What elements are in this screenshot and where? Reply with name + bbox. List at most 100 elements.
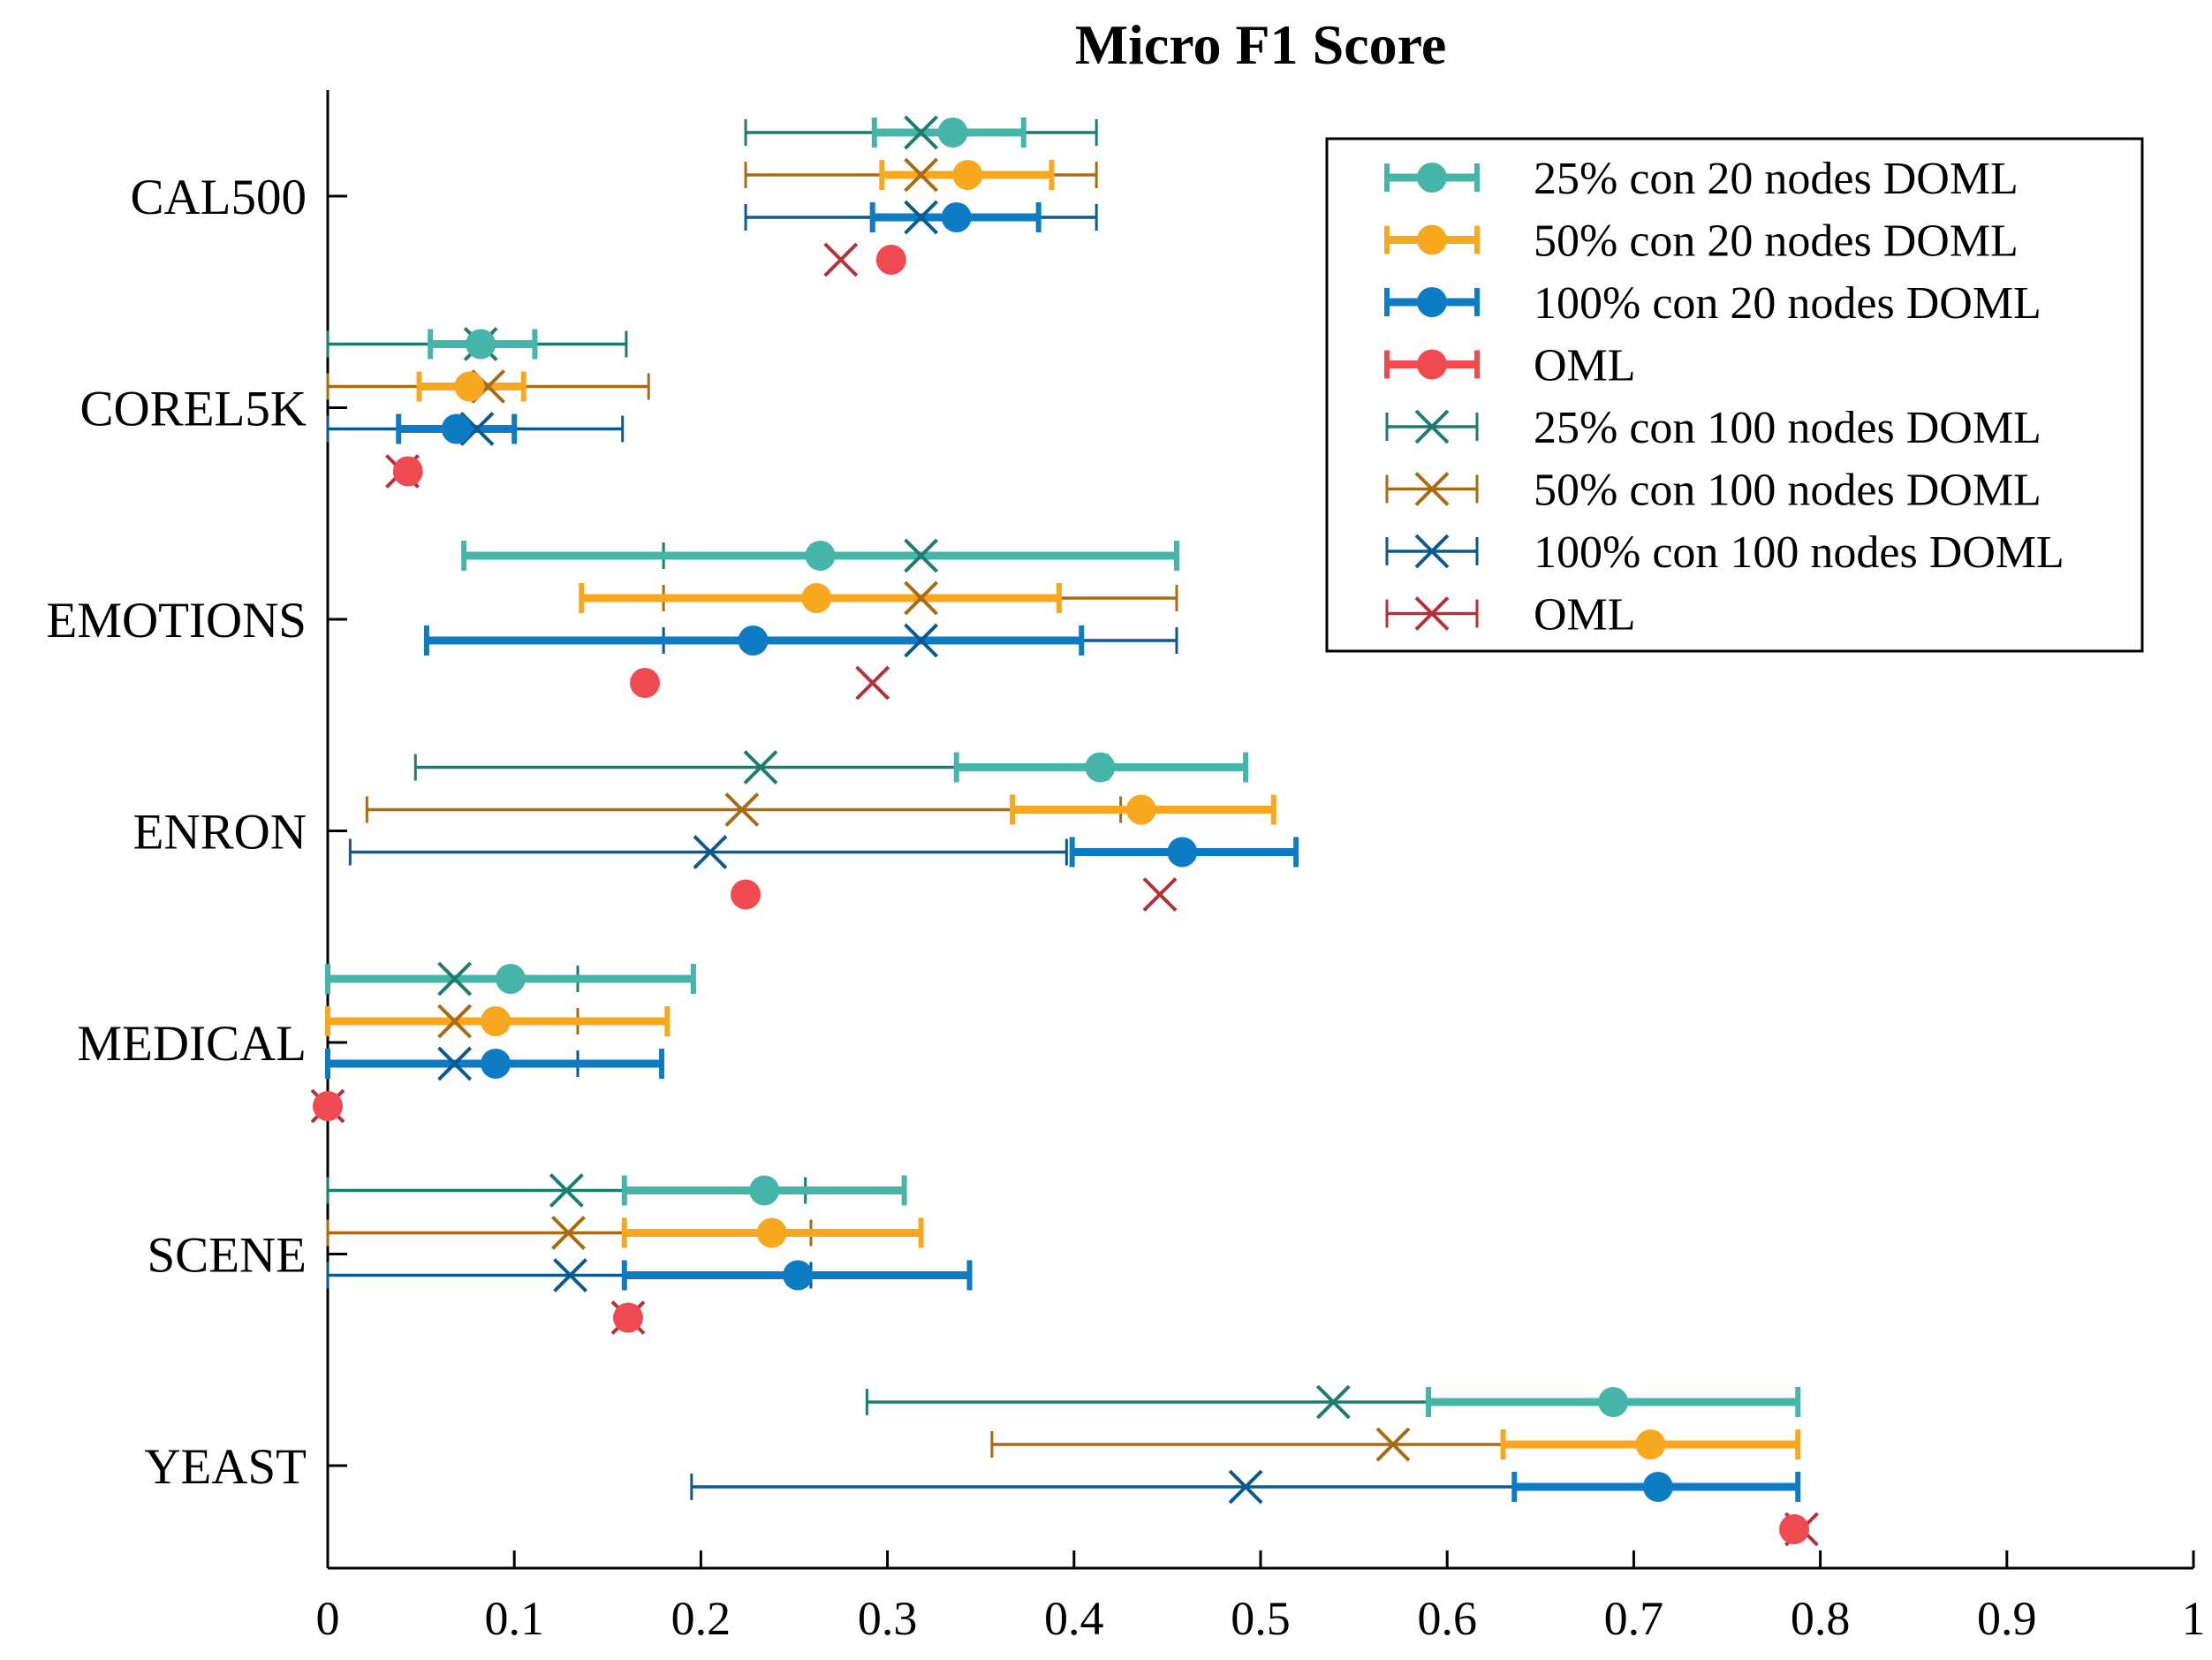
y-tick-label: CAL500 bbox=[131, 170, 307, 225]
x-marker-stroke bbox=[904, 157, 939, 193]
data-point-x bbox=[693, 835, 728, 869]
x-marker-stroke bbox=[904, 538, 939, 573]
data-point-x bbox=[437, 1004, 473, 1039]
x-marker-stroke bbox=[855, 665, 890, 701]
data-point-circle bbox=[1779, 1514, 1810, 1544]
x-tick-label: 0 bbox=[316, 1592, 340, 1645]
x-tick-label: 0.2 bbox=[671, 1592, 731, 1645]
legend-x-marker bbox=[1414, 409, 1450, 444]
x-marker-stroke bbox=[724, 792, 760, 827]
series-markers bbox=[441, 202, 1673, 1502]
data-point-circle bbox=[630, 668, 661, 698]
x-marker-stroke bbox=[437, 961, 473, 997]
data-point-circle bbox=[1085, 752, 1116, 783]
data-point-circle bbox=[937, 117, 968, 148]
y-tick-label: ENRON bbox=[133, 805, 307, 860]
legend-entry: 50% con 20 nodes DOML bbox=[1384, 216, 2019, 267]
x-marker-stroke bbox=[553, 1258, 587, 1292]
legend-circle-marker bbox=[1417, 349, 1447, 380]
x-tick-label: 0.3 bbox=[858, 1592, 918, 1645]
x-marker-stroke bbox=[693, 835, 728, 869]
y-tick-label: YEAST bbox=[144, 1439, 307, 1495]
x-marker-stroke bbox=[904, 623, 939, 658]
x-marker-stroke bbox=[904, 580, 939, 616]
legend-label: 50% con 100 nodes DOML bbox=[1534, 466, 2042, 516]
legend-entry: 100% con 20 nodes DOML bbox=[1384, 278, 2042, 329]
data-point-x bbox=[724, 792, 760, 827]
x-tick-label: 0.4 bbox=[1044, 1592, 1104, 1645]
data-point-circle bbox=[495, 964, 526, 994]
legend-entry: 100% con 100 nodes DOML bbox=[1385, 527, 2064, 578]
x-marker-stroke bbox=[549, 1173, 584, 1208]
x-marker-stroke bbox=[437, 1046, 473, 1081]
legend-box bbox=[1325, 137, 2144, 653]
series-markers bbox=[437, 200, 1263, 1505]
legend-label: 50% con 20 nodes DOML bbox=[1534, 216, 2019, 267]
legend: 25% con 20 nodes DOML 50% con 20 nodes DO… bbox=[1325, 137, 2144, 653]
data-point-x bbox=[549, 1173, 584, 1208]
x-marker-stroke bbox=[1414, 472, 1450, 506]
data-point-circle bbox=[313, 1091, 343, 1121]
data-point-x bbox=[904, 623, 939, 658]
legend-label: 25% con 20 nodes DOML bbox=[1534, 154, 2019, 204]
series-markers bbox=[437, 157, 1411, 1462]
data-point-circle bbox=[1125, 794, 1156, 825]
x-marker-stroke bbox=[743, 750, 778, 785]
x-marker-stroke bbox=[437, 1004, 473, 1039]
legend-label: 100% con 20 nodes DOML bbox=[1534, 278, 2042, 329]
data-point-circle bbox=[441, 413, 472, 444]
y-tick-label: EMOTIONS bbox=[47, 593, 307, 648]
data-point-circle bbox=[481, 1049, 511, 1079]
data-point-x bbox=[823, 242, 859, 277]
data-point-circle bbox=[801, 583, 832, 613]
legend-label: 25% con 100 nodes DOML bbox=[1534, 403, 2042, 453]
legend-entry: OML bbox=[1384, 341, 1636, 391]
x-tick-label: 0.6 bbox=[1417, 1592, 1477, 1645]
data-point-x bbox=[904, 115, 939, 150]
series-markers bbox=[454, 160, 1666, 1459]
legend-entry: OML bbox=[1385, 590, 1636, 641]
data-point-circle bbox=[941, 202, 972, 232]
data-point-x bbox=[743, 750, 778, 785]
x-marker-stroke bbox=[1375, 1427, 1411, 1462]
x-marker-stroke bbox=[904, 200, 939, 235]
data-point-circle bbox=[805, 541, 836, 571]
data-point-x bbox=[904, 580, 939, 616]
legend-entry: 50% con 100 nodes DOML bbox=[1385, 466, 2042, 516]
data-point-x bbox=[551, 1216, 586, 1250]
data-point-circle bbox=[454, 371, 485, 402]
data-point-x bbox=[904, 538, 939, 573]
x-tick-label: 0.7 bbox=[1604, 1592, 1664, 1645]
y-tick-label: SCENE bbox=[147, 1228, 307, 1284]
data-point-circle bbox=[731, 879, 761, 910]
legend-x-marker bbox=[1414, 534, 1450, 569]
legend-label: OML bbox=[1534, 590, 1636, 641]
x-marker-stroke bbox=[551, 1216, 586, 1250]
data-point-circle bbox=[1642, 1472, 1673, 1502]
data-point-circle bbox=[466, 329, 496, 360]
data-point-circle bbox=[749, 1175, 780, 1206]
x-marker-stroke bbox=[1228, 1469, 1263, 1505]
data-point-x bbox=[437, 961, 473, 997]
x-marker-stroke bbox=[1414, 409, 1450, 444]
chart-title: Micro F1 Score bbox=[1075, 13, 1447, 76]
x-tick-label: 0.8 bbox=[1791, 1592, 1851, 1645]
x-marker-stroke bbox=[1315, 1384, 1351, 1420]
data-point-x bbox=[1228, 1469, 1263, 1505]
legend-x-marker bbox=[1414, 596, 1450, 631]
data-point-circle bbox=[783, 1260, 814, 1291]
x-marker-stroke bbox=[904, 115, 939, 150]
x-marker-stroke bbox=[823, 242, 859, 277]
data-point-x bbox=[437, 1046, 473, 1081]
x-tick-label: 1 bbox=[2182, 1592, 2206, 1645]
legend-circle-marker bbox=[1417, 224, 1447, 255]
series-markers bbox=[466, 117, 1629, 1417]
data-point-circle bbox=[952, 160, 983, 190]
x-marker-stroke bbox=[1414, 534, 1450, 569]
x-tick-label: 0.1 bbox=[484, 1592, 544, 1645]
x-tick-label: 0.5 bbox=[1231, 1592, 1291, 1645]
data-point-circle bbox=[756, 1217, 787, 1248]
data-point-circle bbox=[1598, 1387, 1629, 1417]
legend-circle-marker bbox=[1417, 163, 1447, 193]
